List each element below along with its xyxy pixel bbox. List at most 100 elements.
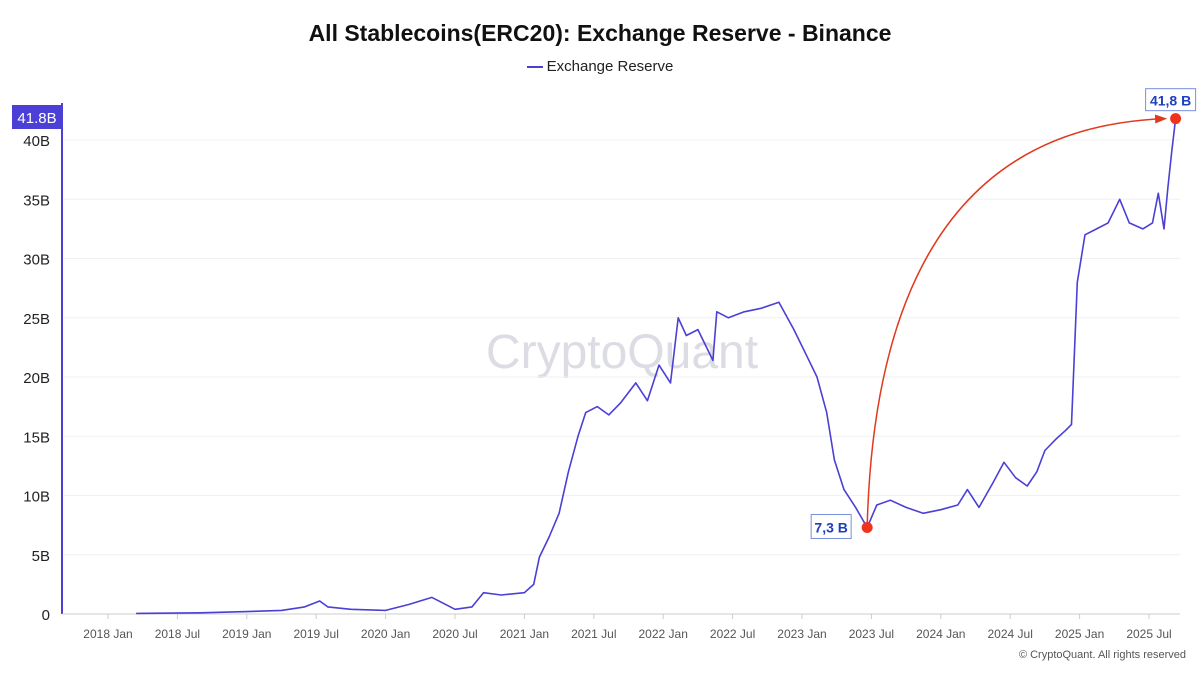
data-point — [1036, 471, 1038, 473]
data-point — [1084, 234, 1086, 236]
data-point — [876, 504, 878, 506]
data-point — [978, 506, 980, 508]
low-point-marker — [861, 521, 873, 533]
y-tick-label: 20B — [23, 370, 50, 387]
legend[interactable]: Exchange Reserve — [0, 58, 1200, 75]
data-point — [385, 609, 387, 612]
data-point — [431, 596, 433, 599]
data-point — [558, 512, 560, 514]
legend-label: Exchange Reserve — [546, 58, 674, 75]
watermark: CryptoQuant — [486, 326, 758, 379]
data-point — [608, 414, 610, 416]
low-label: 7,3 B — [814, 519, 847, 535]
data-point — [1119, 198, 1121, 200]
data-point — [1044, 449, 1046, 452]
data-point — [304, 606, 306, 608]
legend-swatch — [526, 66, 543, 69]
data-point — [966, 488, 969, 491]
x-tick-label: 2022 Jan — [639, 627, 688, 641]
data-point — [646, 400, 648, 402]
data-point — [1003, 461, 1005, 463]
x-tick-label: 2024 Jul — [988, 627, 1033, 641]
data-point — [685, 334, 687, 337]
data-point — [350, 608, 352, 610]
data-point — [1157, 192, 1159, 194]
data-point — [833, 459, 835, 461]
data-point — [280, 609, 283, 612]
data-point — [677, 317, 679, 319]
data-point — [538, 556, 541, 558]
data-point — [635, 382, 637, 384]
data-point — [778, 301, 780, 303]
data-point — [940, 509, 942, 511]
data-point — [669, 382, 672, 384]
data-point — [1171, 151, 1173, 153]
data-point — [843, 488, 845, 491]
data-point — [804, 352, 807, 354]
data-point — [1163, 228, 1165, 230]
x-tick-label: 2018 Jul — [155, 627, 200, 641]
data-point — [548, 536, 550, 538]
data-point — [727, 317, 729, 319]
y-tick-label: 40B — [23, 133, 50, 150]
chart-title: All Stablecoins(ERC20): Exchange Reserve… — [308, 20, 892, 46]
data-point — [533, 583, 535, 585]
data-point — [760, 307, 762, 309]
x-tick-label: 2018 Jan — [83, 627, 132, 641]
data-point — [1167, 186, 1169, 188]
data-point — [199, 612, 202, 614]
data-point — [567, 471, 569, 473]
y-tick-label: 10B — [23, 489, 50, 506]
data-point — [482, 592, 485, 594]
current-value-badge-text: 41.8B — [17, 110, 56, 127]
high-label: 41,8 B — [1150, 93, 1191, 109]
y-tick-label: 35B — [23, 192, 50, 209]
data-point — [1076, 281, 1078, 283]
x-tick-label: 2025 Jul — [1126, 627, 1171, 641]
data-point — [319, 600, 321, 602]
y-tick-label: 15B — [23, 429, 50, 446]
current-value-badge — [12, 105, 62, 129]
low-label-box — [810, 513, 852, 539]
data-point — [743, 311, 745, 313]
x-tick-label: 2023 Jan — [777, 627, 826, 641]
x-tick-label: 2021 Jan — [500, 627, 549, 641]
data-point — [957, 504, 959, 506]
x-tick-label: 2020 Jan — [361, 627, 410, 641]
data-point — [619, 402, 622, 404]
data-point — [471, 606, 473, 608]
data-point — [697, 329, 699, 331]
y-tick-label: 0 — [42, 607, 50, 624]
data-point — [1070, 423, 1073, 425]
high-label-box — [1145, 88, 1197, 112]
data-point — [1014, 477, 1017, 479]
x-tick-label: 2022 Jul — [710, 627, 755, 641]
data-point — [1095, 228, 1098, 230]
y-tick-label: 25B — [23, 311, 50, 328]
data-point — [889, 499, 891, 501]
y-tick-label: 5B — [32, 548, 50, 565]
data-point — [905, 506, 907, 508]
data-point — [135, 612, 138, 615]
copyright: © CryptoQuant. All rights reserved — [1018, 649, 1186, 661]
x-tick-label: 2024 Jan — [916, 627, 965, 641]
series-line-exchange-reserve — [136, 118, 1177, 615]
growth-arrow — [866, 114, 1168, 528]
data-point — [1142, 228, 1144, 230]
x-tick-label: 2020 Jul — [432, 627, 477, 641]
data-point — [408, 603, 410, 606]
data-point — [991, 483, 994, 485]
data-point — [1151, 222, 1154, 224]
data-point — [442, 602, 445, 604]
data-point — [922, 512, 924, 514]
data-point — [1128, 222, 1130, 224]
data-point — [596, 406, 598, 408]
data-point — [658, 364, 660, 366]
data-point — [816, 376, 818, 378]
data-point — [327, 606, 329, 608]
data-point — [793, 329, 795, 331]
data-point — [500, 594, 502, 596]
high-point-marker — [1170, 113, 1182, 125]
data-point — [854, 506, 857, 508]
